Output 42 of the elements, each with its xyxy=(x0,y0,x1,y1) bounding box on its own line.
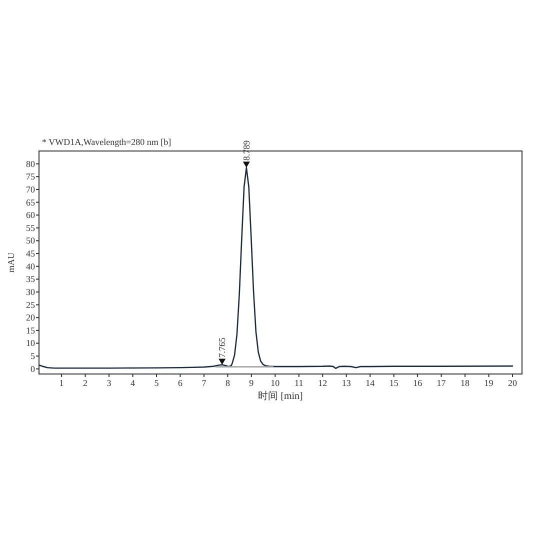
y-tick-label: 45 xyxy=(26,248,36,259)
x-tick-label: 17 xyxy=(436,378,446,388)
y-tick-label: 30 xyxy=(26,286,36,297)
x-tick-label: 11 xyxy=(294,378,304,388)
annotation: 7.765 xyxy=(217,338,228,365)
y-tick-label: 40 xyxy=(26,261,36,272)
y-tick-label: 55 xyxy=(26,222,36,233)
y-axis-title: mAU xyxy=(6,252,16,272)
y-tick-label: 50 xyxy=(26,236,36,246)
x-tick-label: 5 xyxy=(154,378,160,388)
x-tick-label: 3 xyxy=(106,378,112,388)
x-tick-label: 9 xyxy=(249,378,254,388)
x-tick-label: 1 xyxy=(59,378,64,388)
y-tick-label: 10 xyxy=(26,338,36,348)
x-tick-label: 18 xyxy=(460,378,470,388)
y-tick-label: 20 xyxy=(26,312,36,323)
y-tick-label: 60 xyxy=(26,210,36,220)
x-tick-label: 7 xyxy=(202,378,207,388)
y-tick-label: 25 xyxy=(26,300,36,310)
x-tick-label: 13 xyxy=(342,378,352,388)
x-tick-label: 8 xyxy=(225,378,230,388)
y-tick-label: 65 xyxy=(26,197,36,208)
x-tick-label: 10 xyxy=(270,378,280,388)
x-tick-label: 16 xyxy=(413,378,423,388)
annotation: 7.765 xyxy=(217,337,228,358)
x-tick-label: 15 xyxy=(389,378,399,388)
y-tick-label: 0 xyxy=(30,364,36,374)
x-tick-label: 20 xyxy=(508,378,518,388)
y-tick-label: 5 xyxy=(30,351,36,362)
y-tick-label: 70 xyxy=(26,184,36,194)
x-axis-title: 时间 [min] xyxy=(258,390,303,402)
x-tick-label: 4 xyxy=(130,378,136,388)
x-tick-label: 14 xyxy=(366,378,376,388)
x-tick-label: 2 xyxy=(83,378,88,388)
x-tick-label: 12 xyxy=(318,378,328,388)
y-tick-label: 15 xyxy=(26,325,36,336)
y-tick-label: 80 xyxy=(26,158,36,169)
y-tick-label: 35 xyxy=(26,274,36,284)
x-tick-label: 19 xyxy=(484,378,494,388)
y-tick-label: 75 xyxy=(26,172,36,182)
x-tick-label: 6 xyxy=(178,378,183,388)
chart-title: * VWD1A,Wavelength=280 nm [b] xyxy=(42,137,172,147)
